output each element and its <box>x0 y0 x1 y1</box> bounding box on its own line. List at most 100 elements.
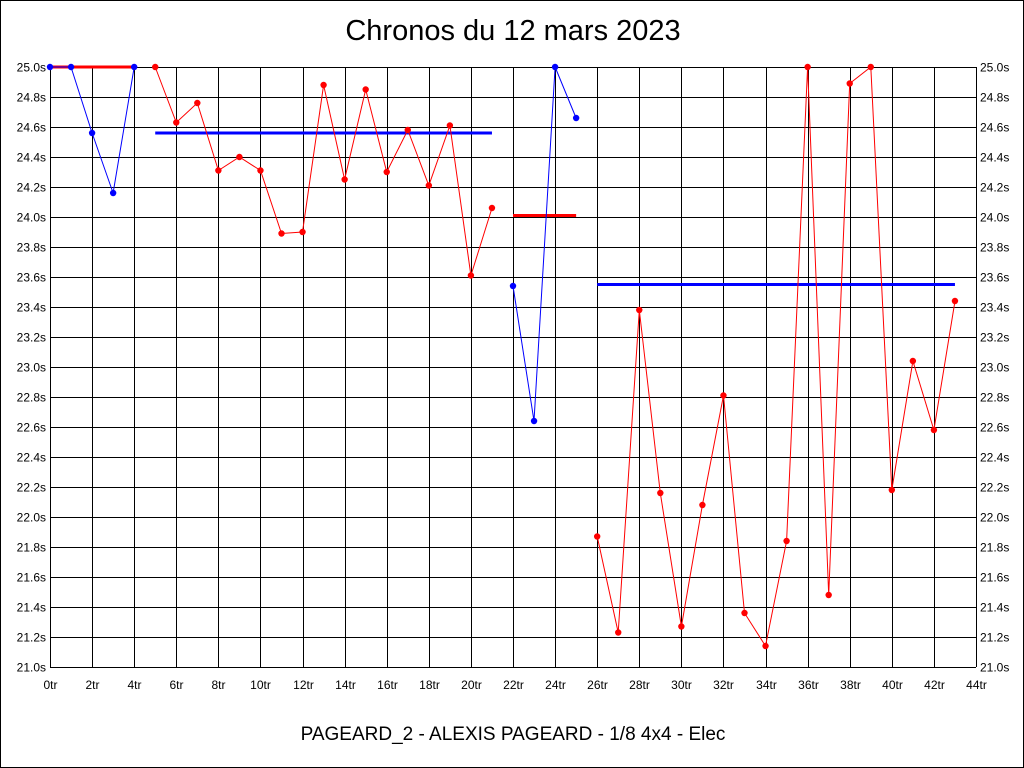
y-tick-label-left: 22.4s <box>17 451 46 465</box>
y-tick-label-left: 23.2s <box>17 331 46 345</box>
data-point <box>551 63 559 71</box>
x-tick-label: 10tr <box>250 678 271 692</box>
y-tick-label-left: 21.2s <box>17 631 46 645</box>
x-tick-label: 8tr <box>211 678 225 692</box>
y-tick-label-left: 22.6s <box>17 421 46 435</box>
y-tick-label-left: 23.4s <box>17 301 46 315</box>
y-tick-label-left: 21.0s <box>17 661 46 675</box>
y-tick-label-right: 24.2s <box>980 181 1009 195</box>
y-tick-label-right: 24.6s <box>980 121 1009 135</box>
x-tick-label: 22tr <box>503 678 524 692</box>
x-tick-label: 18tr <box>419 678 440 692</box>
data-point <box>488 204 496 212</box>
y-tick-label-right: 22.2s <box>980 481 1009 495</box>
y-tick-label-right: 24.8s <box>980 91 1009 105</box>
data-point <box>67 63 75 71</box>
y-tick-label-right: 21.6s <box>980 571 1009 585</box>
data-point <box>572 114 580 122</box>
data-point <box>404 126 411 134</box>
y-tick-label-left: 22.0s <box>17 511 46 525</box>
data-point <box>130 63 138 71</box>
y-tick-label-right: 21.2s <box>980 631 1009 645</box>
x-tick-label: 32tr <box>713 678 734 692</box>
data-point <box>383 168 390 176</box>
x-tick-label: 36tr <box>798 678 819 692</box>
x-tick-label: 4tr <box>127 678 141 692</box>
y-tick-label-left: 24.6s <box>17 121 46 135</box>
tick-labels: 0tr 2tr 4tr 6tr 8tr 10tr 12tr 14tr 16tr 18tr 20tr 2… <box>17 61 1010 693</box>
data-point <box>215 167 222 174</box>
y-tick-label-left: 21.8s <box>17 541 46 555</box>
x-tick-label: 40tr <box>882 678 903 692</box>
x-tick-label: 14tr <box>335 678 356 692</box>
series-line-4 <box>596 66 956 648</box>
y-tick-label-right: 25.0s <box>980 61 1009 75</box>
chart-title: Chronos du 12 mars 2023 <box>345 15 681 47</box>
x-tick-label: 30tr <box>671 678 692 692</box>
data-point <box>846 80 853 87</box>
x-tick-label: 6tr <box>169 678 183 692</box>
y-tick-label-left: 24.8s <box>17 91 46 105</box>
chart-footer: PAGEARD_2 - ALEXIS PAGEARD - 1/8 4x4 - E… <box>300 724 726 745</box>
x-tick-label: 0tr <box>43 678 57 692</box>
data-point <box>152 63 159 71</box>
data-point <box>615 629 622 636</box>
x-tick-label: 24tr <box>545 678 566 692</box>
data-point <box>299 228 306 236</box>
series-line-2 <box>154 66 493 276</box>
x-tick-label: 12tr <box>293 678 314 692</box>
data-point <box>320 81 327 89</box>
data-point <box>699 501 706 509</box>
data-point <box>909 357 917 365</box>
y-tick-label-right: 22.6s <box>980 421 1009 435</box>
y-tick-label-right: 23.2s <box>980 331 1009 345</box>
data-point <box>236 153 243 161</box>
data-point <box>825 591 832 599</box>
data-point <box>657 489 664 497</box>
y-tick-label-right: 21.8s <box>980 541 1009 555</box>
x-tick-label: 16tr <box>377 678 398 692</box>
y-tick-label-left: 23.0s <box>17 361 46 375</box>
data-point <box>951 297 959 305</box>
y-tick-label-right: 21.4s <box>980 601 1009 615</box>
y-tick-label-right: 22.0s <box>980 511 1009 525</box>
y-tick-label-right: 24.0s <box>980 211 1009 225</box>
y-tick-label-right: 22.4s <box>980 451 1009 465</box>
grid-layer <box>50 67 977 668</box>
y-tick-label-left: 23.8s <box>17 241 46 255</box>
y-tick-label-left: 22.8s <box>17 391 46 405</box>
data-point <box>425 182 433 189</box>
y-tick-label-left: 24.2s <box>17 181 46 195</box>
data-point <box>173 119 180 126</box>
y-tick-label-left: 23.6s <box>17 271 46 285</box>
data-point <box>509 282 517 290</box>
data-point <box>867 63 874 71</box>
data-point <box>109 189 117 197</box>
data-point <box>194 99 201 107</box>
y-tick-label-right: 23.6s <box>980 271 1009 285</box>
series-line-3 <box>512 66 577 422</box>
data-point <box>888 486 896 494</box>
y-tick-label-left: 24.4s <box>17 151 46 165</box>
data-point <box>341 176 348 183</box>
data-point <box>741 609 748 617</box>
y-tick-label-right: 21.0s <box>980 661 1009 675</box>
data-point <box>762 642 769 650</box>
data-point <box>446 122 454 129</box>
average-lines <box>50 65 955 286</box>
y-tick-label-right: 24.4s <box>980 151 1009 165</box>
x-tick-label: 2tr <box>85 678 99 692</box>
data-point <box>46 63 54 71</box>
x-tick-label: 44tr <box>966 678 987 692</box>
x-tick-label: 34tr <box>756 678 777 692</box>
y-tick-label-left: 21.4s <box>17 601 46 615</box>
x-tick-label: 42tr <box>924 678 945 692</box>
y-tick-label-right: 22.8s <box>980 391 1009 405</box>
data-point <box>362 86 369 93</box>
data-point <box>257 167 264 174</box>
data-point <box>278 230 285 237</box>
data-point <box>593 533 601 540</box>
data-point <box>467 272 475 279</box>
y-tick-label-left: 25.0s <box>17 61 46 75</box>
